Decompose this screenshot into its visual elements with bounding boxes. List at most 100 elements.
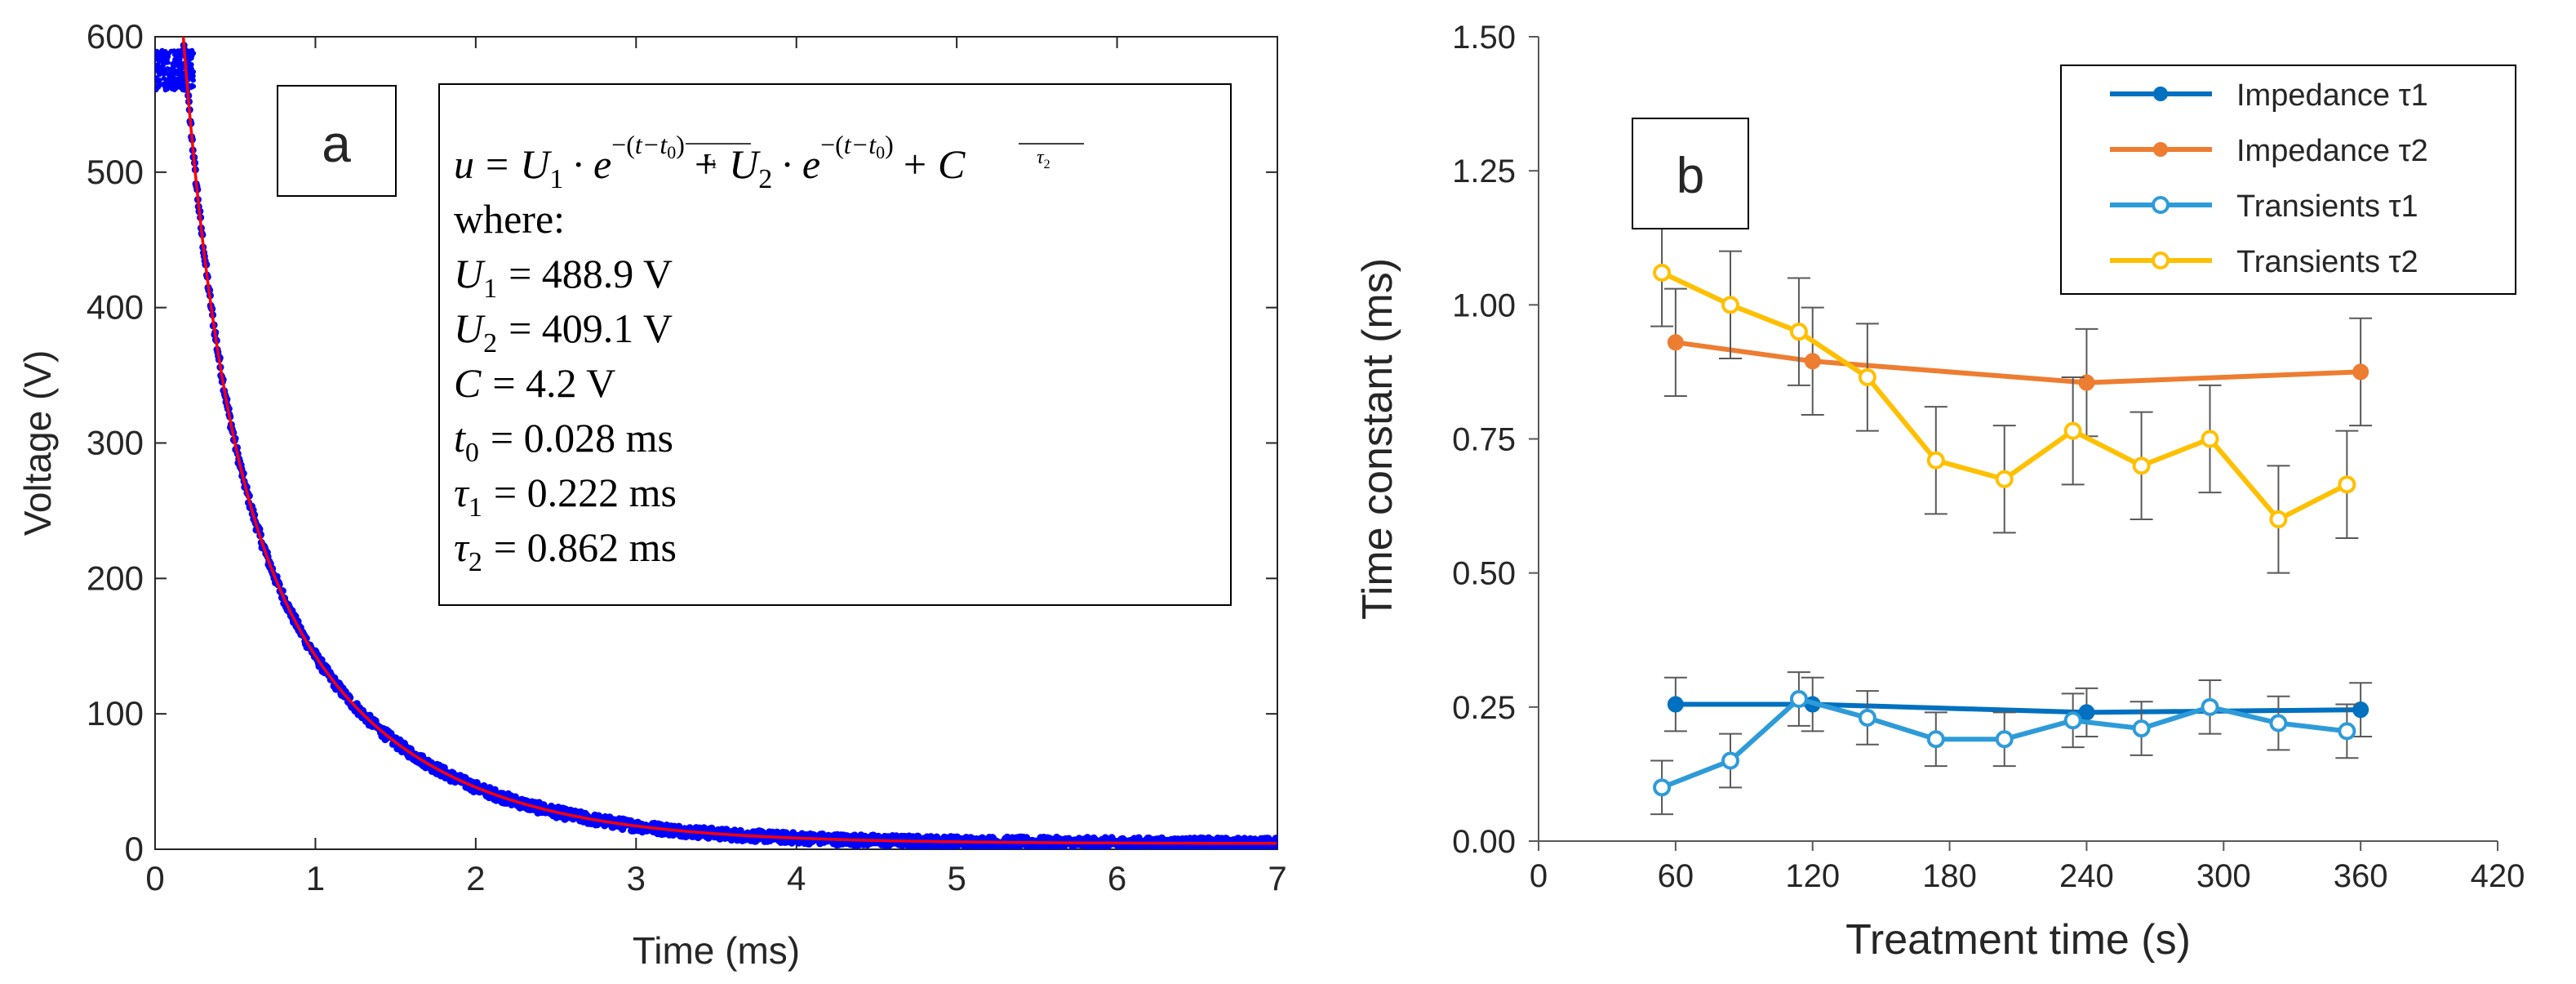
x-axis-label: Treatment time (s)	[1845, 916, 2191, 964]
panel-b-label-box	[1632, 118, 1749, 229]
equation-line: τ2 = 0.862 ms	[454, 524, 677, 577]
eq-line-value: = 409.1 V	[509, 305, 673, 351]
x-tick-label: 420	[2471, 858, 2525, 894]
eq-line-symbol: U	[454, 305, 486, 351]
eq-line-symbol: C	[454, 360, 482, 406]
eq-dot2: ·	[780, 141, 794, 187]
series-transients-τ1	[1650, 671, 2359, 816]
eq-tau2-sym: τ	[1037, 147, 1045, 168]
data-point	[2338, 475, 2356, 494]
panel-b-label: b	[1677, 148, 1704, 204]
eq-tau1-denominator: τ1	[704, 147, 717, 171]
eq-exp-rpar: )	[676, 130, 685, 159]
data-point	[2063, 421, 2082, 440]
fit-curve	[181, 37, 1277, 845]
x-tick-label: 180	[1922, 858, 1977, 894]
panel-a-series	[155, 37, 1277, 849]
data-point	[1653, 778, 1672, 797]
series-impedance-τ2	[1663, 287, 2373, 438]
legend-marker	[2153, 87, 2168, 101]
eq-plus: +	[695, 141, 717, 187]
data-point	[2352, 363, 2369, 381]
eq-dot: ·	[571, 141, 585, 187]
x-tick-label: 4	[787, 859, 806, 897]
eq-u: u	[454, 141, 474, 187]
data-point	[2132, 719, 2151, 738]
equation-line: C = 4.2 V	[454, 360, 615, 406]
data-point	[2078, 704, 2095, 721]
eq-exp-num-sub: 0	[667, 142, 676, 163]
x-axis-label: Time (ms)	[633, 929, 800, 972]
eq-tau1-sym: τ	[704, 147, 712, 168]
y-tick-label: 1.50	[1452, 20, 1516, 56]
eq-U: U	[520, 141, 552, 187]
eq-line-value: = 488.9 V	[509, 251, 673, 296]
eq-line-symbol: U	[454, 251, 486, 296]
data-point	[2063, 711, 2082, 730]
y-axis-label: Time constant (ms)	[1354, 258, 1401, 620]
eq-line-symbol: t	[454, 415, 466, 461]
panel-a-label: a	[322, 114, 351, 173]
data-point	[1926, 730, 1945, 749]
data-point	[1721, 751, 1739, 770]
eq-line-symbol: where:	[454, 196, 565, 242]
eq-C: C	[938, 141, 966, 187]
data-point	[2201, 430, 2219, 448]
data-point	[1653, 263, 1672, 282]
eq-line-symbol: τ	[454, 524, 470, 570]
x-tick-label: 3	[627, 859, 646, 897]
y-tick-label: 500	[87, 153, 144, 191]
equation-line: where:	[454, 196, 565, 242]
eq-line-value: = 0.028 ms	[491, 415, 673, 461]
x-tick-label: 2	[466, 859, 485, 897]
x-tick-label: 1	[306, 859, 325, 897]
fit-equation: u = U1 · e−(t−t0) + U2 · e−(t−t0) + C	[454, 130, 966, 194]
data-point	[2132, 456, 2151, 475]
eq-U2: U	[729, 141, 761, 187]
legend-label: Transients τ2	[2236, 245, 2418, 279]
y-tick-label: 0.25	[1452, 690, 1516, 726]
eq-exp2-lpar: (	[835, 130, 844, 159]
eq-exp2-neg: −	[820, 130, 835, 159]
x-tick-label: 120	[1785, 858, 1840, 894]
data-point	[2269, 714, 2288, 732]
eq-exp2-rpar: )	[885, 130, 894, 159]
data-point	[2078, 374, 2095, 391]
y-axis-label: Voltage (V)	[16, 350, 59, 537]
y-tick-label: 0	[125, 830, 144, 868]
data-point	[1995, 730, 2014, 749]
eq-exp2-num-sub: 0	[876, 142, 885, 163]
y-tick-label: 1.00	[1452, 287, 1516, 323]
data-point	[1858, 367, 1876, 386]
data-point	[1667, 334, 1684, 351]
data-point	[1789, 323, 1808, 341]
data-point	[1858, 708, 1876, 727]
x-tick-label: 60	[1658, 858, 1694, 894]
eq-line-subscript: 1	[483, 274, 497, 304]
eq-tau1-sub: 1	[711, 158, 717, 171]
legend-marker	[2153, 142, 2168, 157]
data-point	[2269, 510, 2288, 528]
eq-exp-neg: −	[611, 130, 626, 159]
series-line	[1675, 701, 2361, 715]
x-tick-label: 0	[145, 859, 164, 897]
eq-line-subscript: 2	[469, 547, 482, 577]
panel-a-label-box	[277, 85, 397, 197]
legend-box	[2060, 65, 2516, 295]
eq-line-value: = 0.862 ms	[494, 524, 677, 570]
x-tick-label: 360	[2334, 858, 2388, 894]
x-tick-label: 0	[1530, 858, 1548, 894]
eq-U2-sub: 2	[758, 164, 772, 194]
x-tick-label: 7	[1268, 859, 1286, 897]
series-line	[1675, 340, 2361, 385]
data-point	[2201, 697, 2219, 716]
eq-line-subscript: 2	[483, 328, 497, 358]
legend-label: Transients τ1	[2236, 189, 2418, 224]
eq-exp-lpar: (	[626, 130, 635, 159]
x-tick-label: 300	[2196, 858, 2251, 894]
eq-exp-num: t−t	[635, 130, 668, 159]
eq-tau2-denominator: τ2	[1037, 147, 1050, 171]
